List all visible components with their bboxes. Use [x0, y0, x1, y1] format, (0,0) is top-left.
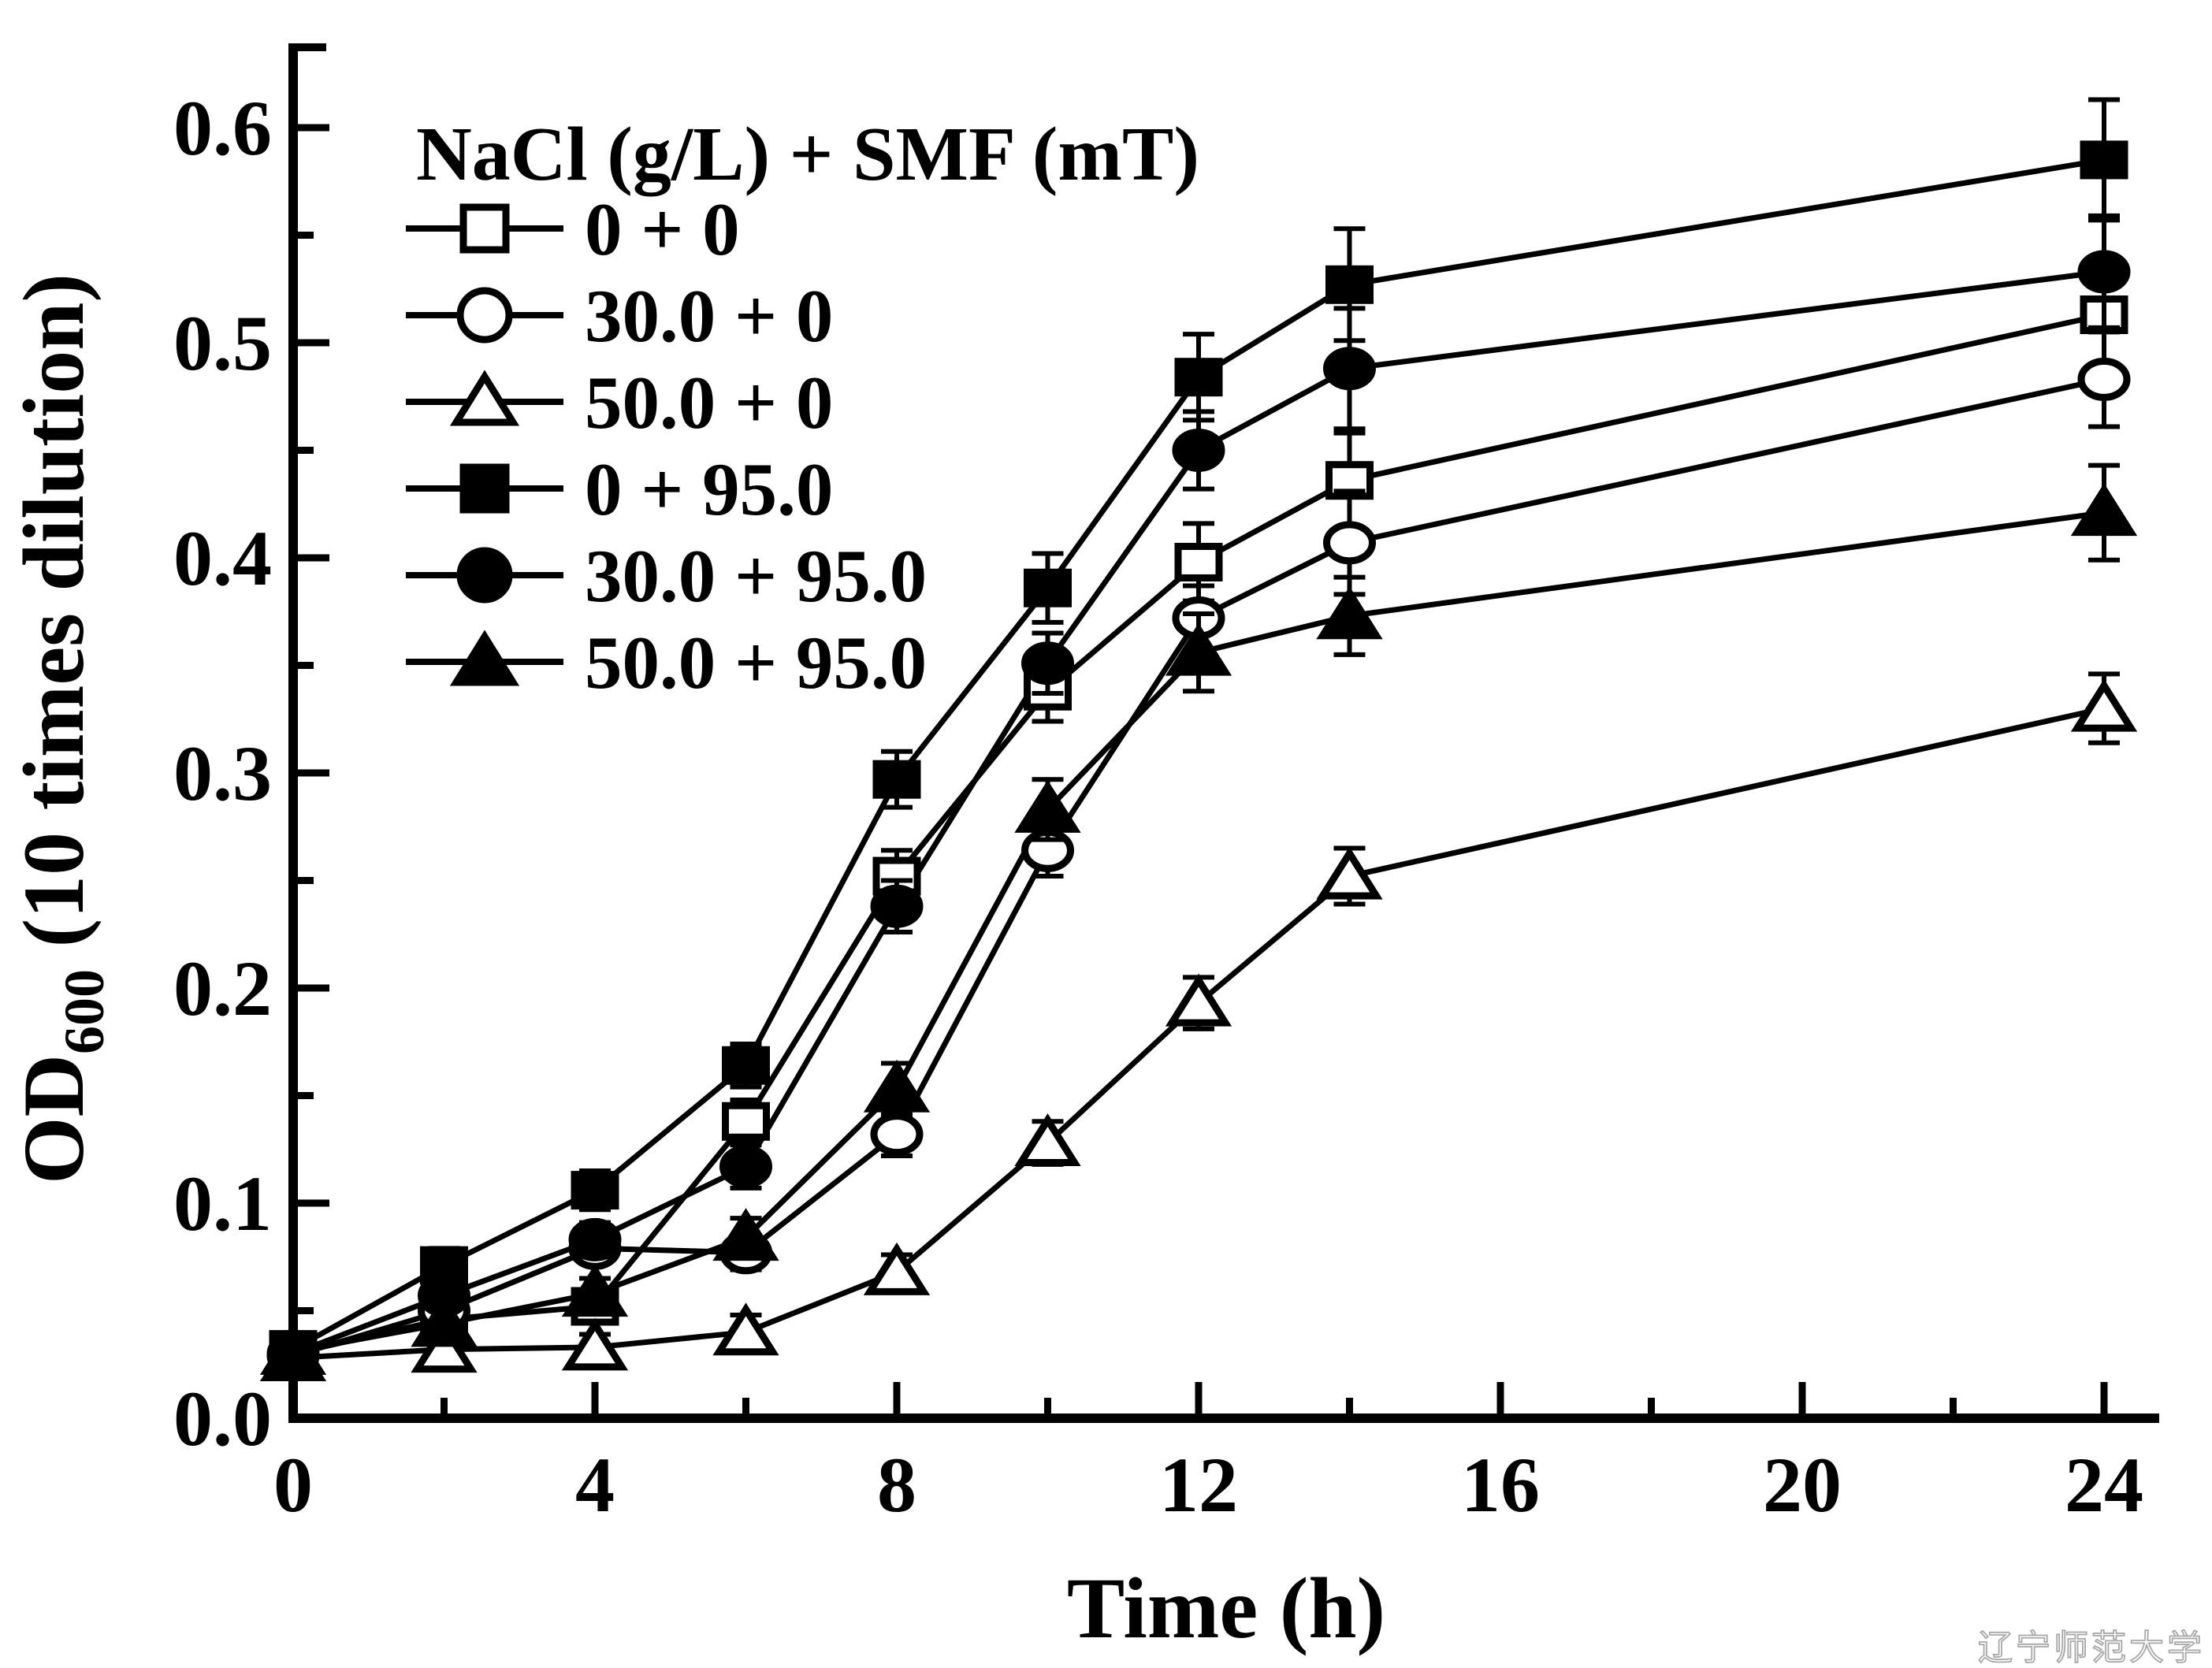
data-point-solid-triangle — [2070, 483, 2138, 537]
legend-item: 30.0 + 95.0 — [406, 534, 927, 618]
data-point-solid-square — [722, 1046, 770, 1085]
data-point-solid-triangle — [561, 1264, 629, 1317]
legend-item-label: 30.0 + 95.0 — [585, 534, 927, 618]
legend: 0 + 030.0 + 050.0 + 00 + 95.030.0 + 95.0… — [406, 188, 927, 704]
series-solid-triangle — [259, 463, 2138, 1375]
data-point-solid-square — [872, 760, 921, 799]
legend-item: 30.0 + 0 — [406, 274, 833, 358]
data-point-solid-triangle — [411, 1294, 478, 1347]
legend-marker-solid-circle — [456, 547, 513, 604]
x-tick-label: 24 — [2065, 1441, 2143, 1529]
legend-item: 50.0 + 95.0 — [406, 621, 927, 704]
axes — [288, 43, 2159, 1423]
data-point-solid-triangle — [1014, 779, 1081, 833]
data-point-open-triangle — [1316, 846, 1383, 900]
legend-marker-open-triangle — [449, 370, 520, 426]
x-tick-label: 4 — [575, 1441, 615, 1529]
data-point-open-triangle — [712, 1302, 779, 1356]
y-tick-label: 0.2 — [173, 945, 272, 1032]
data-point-solid-triangle — [1165, 622, 1232, 676]
data-point-solid-square — [1174, 358, 1223, 397]
y-axis-title: OD600 (10 times dilution) — [6, 273, 116, 1184]
data-point-solid-circle — [568, 1217, 622, 1261]
legend-item: 50.0 + 0 — [406, 361, 833, 444]
tick-labels: 0.0 0.1 0.2 0.3 0.4 0.5 0.6 0 4 8 12 16 20 24 — [173, 84, 2143, 1529]
legend-item-label: 30.0 + 0 — [585, 274, 833, 358]
data-point-open-circle — [870, 1113, 924, 1157]
data-point-open-triangle — [1165, 973, 1232, 1027]
legend-marker-solid-square — [459, 463, 510, 514]
y-tick-label: 0.1 — [173, 1160, 272, 1247]
y-tick-label: 0.3 — [173, 730, 272, 817]
data-point-solid-circle — [719, 1145, 772, 1189]
data-point-open-square — [722, 1101, 770, 1141]
data-point-solid-triangle — [712, 1208, 779, 1261]
x-tick-label: 8 — [877, 1441, 916, 1529]
data-point-solid-square — [1024, 568, 1072, 607]
data-point-solid-circle — [1172, 429, 1225, 472]
legend-item-label: 50.0 + 95.0 — [585, 621, 927, 704]
data-point-open-circle — [2077, 357, 2131, 401]
data-point-solid-square — [2080, 140, 2128, 180]
series-solid-square — [269, 97, 2128, 1369]
data-point-solid-circle — [1323, 347, 1376, 391]
x-tick-label: 20 — [1763, 1441, 1842, 1529]
watermark: 辽宁师范大学 — [1978, 1629, 2205, 1667]
data-point-open-triangle — [2070, 678, 2138, 732]
axis-ticks — [293, 124, 2108, 1418]
data-point-solid-triangle — [259, 1321, 327, 1375]
data-point-solid-circle — [2077, 250, 2131, 294]
y-tick-label: 0.5 — [173, 299, 272, 387]
y-tick-label: 0.0 — [173, 1375, 272, 1462]
legend-item-label: 0 + 0 — [585, 188, 740, 271]
data-point-open-triangle — [561, 1317, 629, 1371]
y-tick-label: 0.4 — [173, 515, 272, 602]
data-point-solid-square — [1325, 265, 1374, 304]
legend-item-label: 50.0 + 0 — [585, 361, 833, 444]
legend-item: 0 + 95.0 — [406, 448, 833, 531]
data-point-solid-square — [571, 1171, 619, 1210]
data-point-open-triangle — [411, 1320, 478, 1373]
legend-item: 0 + 0 — [406, 188, 740, 271]
legend-marker-solid-triangle — [449, 630, 520, 686]
data-point-solid-triangle — [1316, 586, 1383, 640]
legend-title: NaCl (g/L) + SMF (mT) — [416, 112, 1199, 197]
data-point-open-triangle — [1014, 1113, 1081, 1167]
x-tick-label: 0 — [273, 1441, 313, 1529]
data-point-solid-circle — [1021, 641, 1074, 685]
legend-marker-open-square — [459, 203, 510, 254]
y-tick-label: 0.6 — [173, 84, 272, 172]
x-axis-title: Time (h) — [1067, 1560, 1385, 1656]
data-point-open-square — [1174, 542, 1223, 581]
x-tick-label: 12 — [1159, 1441, 1238, 1529]
series-open-triangle — [259, 671, 2138, 1382]
legend-item-label: 0 + 95.0 — [585, 448, 833, 531]
data-point-solid-triangle — [863, 1059, 931, 1113]
data-point-open-triangle — [863, 1242, 931, 1295]
data-point-open-circle — [1323, 521, 1376, 565]
legend-marker-open-circle — [456, 287, 513, 344]
data-point-solid-circle — [870, 884, 924, 928]
x-tick-label: 16 — [1461, 1441, 1540, 1529]
